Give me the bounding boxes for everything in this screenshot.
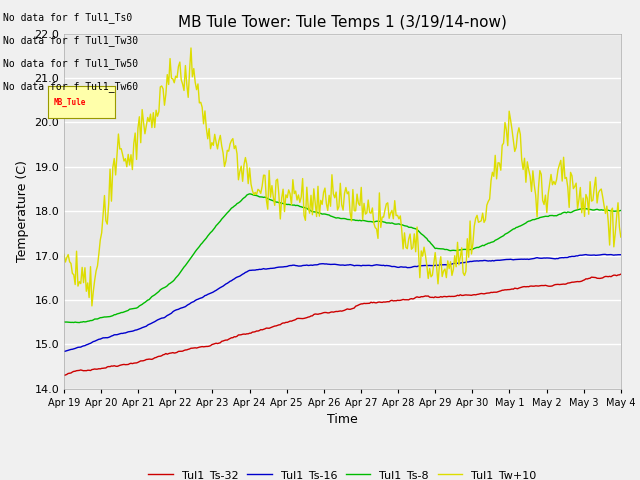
Text: No data for f Tul1_Tw30: No data for f Tul1_Tw30 [3,35,138,46]
Tul1_Ts-8 [60,319,68,325]
Line: Tul1_Ts-32: Tul1_Ts-32 [64,274,621,375]
Tul1_Ts-16 [281,264,289,270]
Tul1_Tw+10 [284,195,291,201]
Tul1_Ts-16 [60,348,68,354]
Tul1_Ts-8 [413,227,421,232]
Tul1_Ts-32 [617,271,625,277]
Tul1_Ts-8 [465,247,472,252]
Legend: Tul1_Ts-32, Tul1_Ts-16, Tul1_Ts-8, Tul1_Tw+10: Tul1_Ts-32, Tul1_Ts-16, Tul1_Ts-8, Tul1_… [144,466,541,480]
Tul1_Ts-8 [246,191,253,197]
Tul1_Tw+10 [244,180,252,186]
Tul1_Ts-32 [462,292,470,298]
Tul1_Ts-8 [243,192,251,198]
Tul1_Ts-8 [129,306,136,312]
Tul1_Ts-8 [468,246,476,252]
Tul1_Ts-32 [241,331,249,337]
Text: No data for f Tul1_Tw50: No data for f Tul1_Tw50 [3,58,138,69]
Text: No data for f Tul1_Tw60: No data for f Tul1_Tw60 [3,81,138,92]
Tul1_Ts-32 [127,360,135,366]
Line: Tul1_Ts-16: Tul1_Ts-16 [64,254,621,351]
Tul1_Tw+10 [129,167,136,172]
Tul1_Ts-8 [76,320,83,325]
Tul1_Ts-8 [284,202,291,207]
Tul1_Ts-32 [281,320,289,326]
Tul1_Ts-16 [127,328,135,334]
Y-axis label: Temperature (C): Temperature (C) [16,160,29,262]
Line: Tul1_Ts-8: Tul1_Ts-8 [64,194,621,323]
Tul1_Ts-32 [60,372,68,378]
Tul1_Ts-16 [465,259,472,265]
Tul1_Tw+10 [60,252,68,257]
Tul1_Tw+10 [88,303,96,309]
Tul1_Ts-16 [600,252,608,257]
Text: MB_Tule: MB_Tule [53,97,86,107]
Tul1_Ts-16 [462,259,470,265]
Tul1_Ts-16 [617,252,625,258]
Tul1_Ts-16 [410,264,418,269]
Tul1_Tw+10 [187,45,195,51]
Title: MB Tule Tower: Tule Temps 1 (3/19/14-now): MB Tule Tower: Tule Temps 1 (3/19/14-now… [178,15,507,30]
Line: Tul1_Tw+10: Tul1_Tw+10 [64,48,621,306]
Tul1_Tw+10 [465,254,472,260]
Tul1_Ts-16 [241,270,249,276]
Tul1_Ts-32 [465,292,472,298]
Tul1_Tw+10 [617,234,625,240]
Text: No data for f Tul1_Ts0: No data for f Tul1_Ts0 [3,12,132,23]
Tul1_Tw+10 [413,224,421,230]
Tul1_Ts-32 [410,296,418,301]
Tul1_Ts-8 [617,207,625,213]
Tul1_Tw+10 [468,251,476,257]
X-axis label: Time: Time [327,413,358,426]
